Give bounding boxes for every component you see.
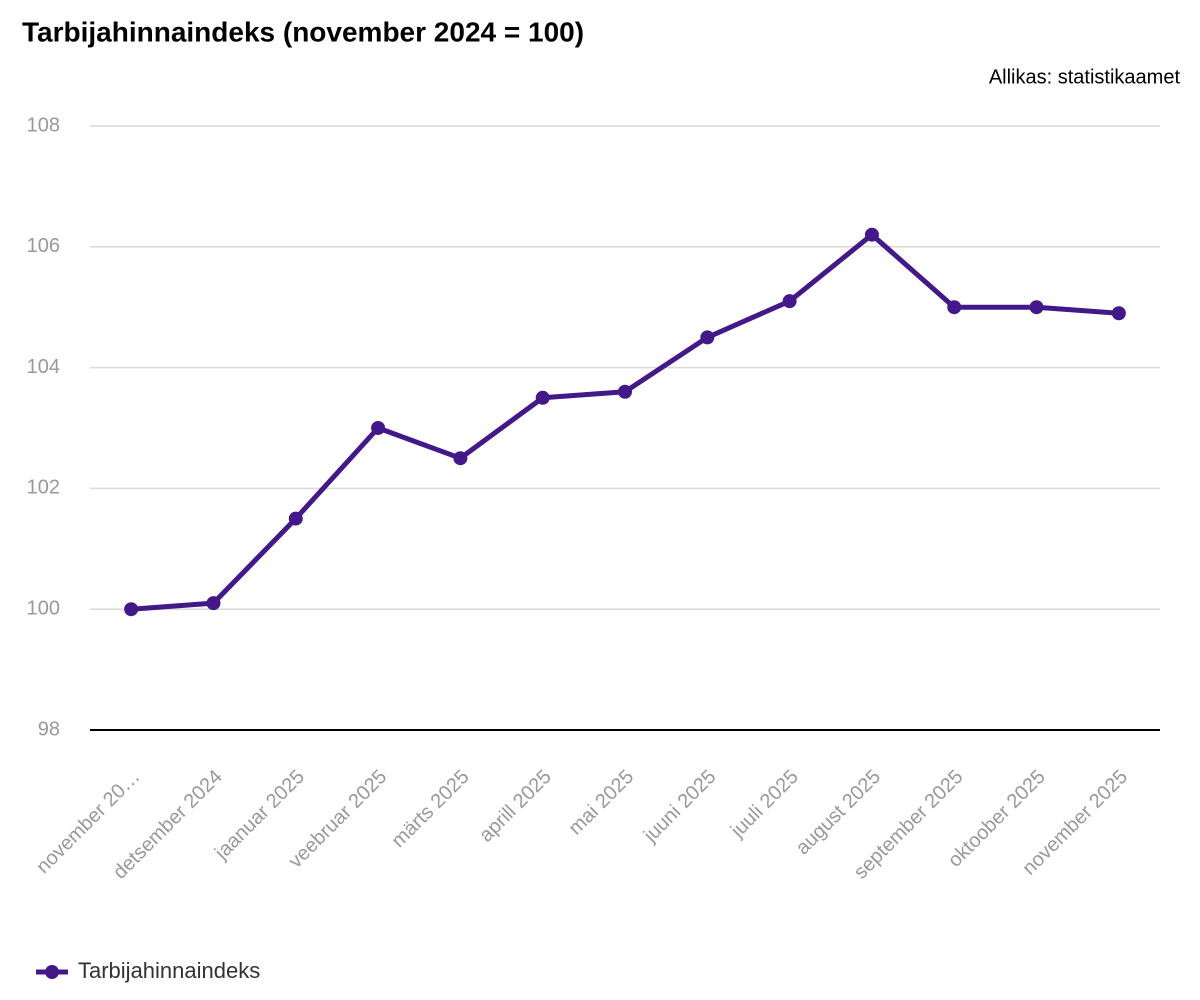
data-point [864, 227, 879, 242]
chart-subtitle: Allikas: statistikaamet [989, 66, 1181, 88]
y-tick-label: 104 [27, 356, 60, 378]
y-tick-label: 108 [27, 114, 60, 136]
data-point [618, 384, 632, 399]
y-tick-label: 100 [27, 597, 60, 619]
data-point [1029, 300, 1044, 315]
data-point [782, 294, 797, 309]
y-tick-label: 106 [27, 235, 60, 257]
x-tick-label: juuli 2025 [726, 766, 803, 843]
x-tick-label: mai 2025 [565, 766, 639, 840]
data-point [947, 300, 962, 315]
x-tick-label: juuni 2025 [639, 766, 721, 848]
data-point [124, 602, 139, 617]
data-point [288, 511, 303, 526]
data-point [700, 330, 715, 345]
data-point [453, 451, 468, 466]
y-tick-label: 102 [27, 477, 60, 499]
data-point [535, 390, 550, 405]
series-line [130, 232, 1120, 612]
y-tick-label: 98 [38, 718, 60, 740]
x-tick-label: aprill 2025 [475, 766, 556, 847]
x-tick-label: märts 2025 [387, 766, 473, 852]
legend-label: Tarbijahinnaindeks [78, 958, 260, 983]
data-point [1111, 306, 1126, 321]
data-point [371, 421, 386, 435]
chart-title: Tarbijahinnaindeks (november 2024 = 100) [22, 16, 584, 47]
legend-swatch-dot [45, 965, 59, 979]
data-point [206, 596, 221, 611]
